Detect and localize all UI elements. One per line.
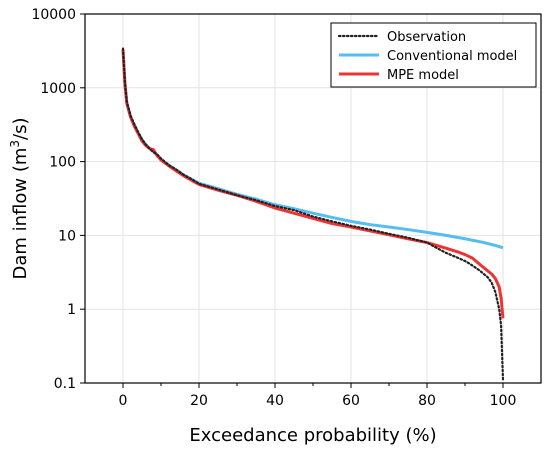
- legend: Observation Conventional model MPE model: [330, 22, 537, 88]
- x-tick-label: 60: [342, 393, 360, 409]
- y-tick-label: 10: [58, 228, 76, 244]
- y-tick-label: 100: [49, 155, 76, 171]
- legend-label: Conventional model: [387, 49, 517, 64]
- y-tick-label: 0.1: [54, 376, 76, 392]
- legend-label: Observation: [387, 30, 466, 45]
- series-lines: [121, 47, 505, 382]
- y-axis-title-superscript: 3: [8, 140, 22, 148]
- series-line-observation: [121, 47, 505, 382]
- y-axis-title-main: Dam inflow (m: [10, 148, 31, 280]
- axis-ticks: 0 20 40 60 80 100 0.1 1 10 100 1000 10000: [31, 7, 516, 409]
- y-tick-label: 1: [67, 302, 76, 318]
- x-tick-label: 100: [490, 393, 517, 409]
- legend-label: MPE model: [387, 68, 459, 83]
- x-tick-label: 0: [119, 393, 128, 409]
- x-tick-label: 20: [190, 393, 208, 409]
- series-line-mpe-model: [121, 49, 505, 319]
- x-axis-title: Exceedance probability (%): [189, 425, 436, 446]
- x-tick-label: 80: [418, 393, 436, 409]
- y-axis-title: Dam inflow (m3/s): [8, 117, 31, 279]
- x-tick-label: 40: [266, 393, 284, 409]
- y-tick-label: 10000: [31, 7, 76, 23]
- y-tick-label: 1000: [40, 81, 76, 97]
- y-axis-title-unit: /s): [10, 117, 31, 139]
